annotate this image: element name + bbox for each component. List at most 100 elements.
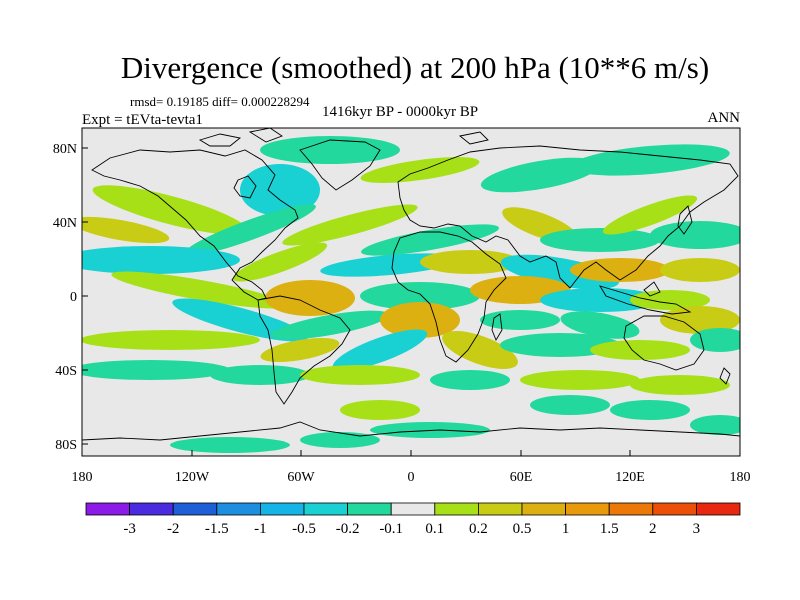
lon-label: 180 <box>72 470 93 485</box>
field-blob <box>111 271 289 309</box>
lat-label: 40S <box>55 364 77 379</box>
field-blob <box>430 370 510 390</box>
colorbar-label: 1.5 <box>600 521 619 537</box>
field-blob <box>540 288 660 312</box>
field-blob <box>660 258 740 282</box>
field-blob <box>690 415 740 435</box>
colorbar-label: -2 <box>167 521 180 537</box>
lon-label: 120E <box>615 470 645 485</box>
colorbar-swatch <box>565 502 610 516</box>
colorbar-swatch <box>129 502 174 516</box>
colorbar-swatch <box>477 502 523 516</box>
colorbar-label: 0.2 <box>469 521 488 537</box>
field-blob <box>82 216 170 244</box>
colorbar-swatch <box>216 502 261 516</box>
field-blob <box>602 195 698 235</box>
colorbar-label: -3 <box>123 521 136 537</box>
field-blob <box>360 282 480 310</box>
lon-label: 180 <box>730 470 751 485</box>
colorbar-swatch <box>652 502 697 516</box>
lat-label: 40N <box>53 216 77 231</box>
field-blob <box>442 331 518 369</box>
field-blob <box>232 242 328 282</box>
coastline-maritime-continent <box>599 281 692 315</box>
field-blob <box>500 254 620 290</box>
field-blob <box>260 136 400 164</box>
colorbar-swatch <box>434 502 479 516</box>
field-blob <box>300 432 380 448</box>
colorbar-label: 3 <box>693 521 701 537</box>
coastline-antarctica <box>82 421 740 441</box>
coastlines <box>82 128 740 441</box>
field-blob <box>480 310 560 330</box>
colorbar-label: -1 <box>254 521 267 537</box>
field-blob <box>650 221 740 249</box>
lat-label: 80N <box>53 142 77 157</box>
field-blob <box>270 310 390 340</box>
field-blob <box>340 400 420 420</box>
coastline-north-america <box>91 149 299 301</box>
coastline-arctic-islands <box>198 128 489 147</box>
colorbar-swatch <box>259 502 305 516</box>
field-blob <box>170 437 290 453</box>
colorbar: -3 -2 -1.5 -1 -0.5 -0.2 -0.1 0.1 0.2 0.5 1 1.5 2 3 <box>85 502 741 537</box>
coastline-south-america <box>257 295 351 405</box>
lat-label: 80S <box>55 438 77 453</box>
colorbar-label: 2 <box>649 521 657 537</box>
colorbar-swatch <box>608 502 654 516</box>
coastline-africa <box>391 231 507 363</box>
colorbar-label: 1 <box>562 521 570 537</box>
field-blob <box>240 164 320 216</box>
period-label: 1416kyr BP - 0000kyr BP <box>322 104 479 120</box>
map-title: Divergence (smoothed) at 200 hPa (10**6 … <box>120 50 710 85</box>
season-label: ANN <box>707 110 741 126</box>
field-blob <box>210 365 310 385</box>
field-blob <box>184 204 316 256</box>
coastline-new-zealand <box>719 367 731 385</box>
colorbar-swatch <box>521 502 566 516</box>
field-blob <box>300 365 420 385</box>
colorbar-label: 0.5 <box>513 521 532 537</box>
coastline-greenland <box>299 139 381 191</box>
field-blob <box>570 144 730 176</box>
field-blob <box>630 375 730 395</box>
field-blob <box>82 246 240 274</box>
colorbar-swatch <box>696 502 741 516</box>
coastline-australia <box>623 315 705 371</box>
field-blob <box>420 250 520 274</box>
colorbar-label: -0.1 <box>379 521 403 537</box>
coastline-eurasia <box>397 145 739 289</box>
field-blob <box>282 204 418 246</box>
coastline-hudson-bay <box>233 175 257 199</box>
field-blob <box>540 228 660 252</box>
map-axes: 80N 40N 0 40S 80S 180 120W 60W 0 60E 120E 180 <box>53 142 751 485</box>
colorbar-label: -0.2 <box>336 521 360 537</box>
colorbar-swatch <box>172 502 218 516</box>
field-blob <box>82 360 230 380</box>
lat-label: 0 <box>70 290 77 305</box>
field-blob <box>332 329 428 371</box>
lon-label: 60E <box>510 470 533 485</box>
field-blob <box>530 395 610 415</box>
field-blob <box>690 328 740 352</box>
colorbar-swatch <box>347 502 392 516</box>
field-blob <box>265 280 355 316</box>
field-blob <box>380 302 460 338</box>
field-blob <box>500 333 620 357</box>
field-blob <box>92 185 248 235</box>
field-blob <box>360 157 480 183</box>
colorbar-label: -0.5 <box>292 521 316 537</box>
lon-label: 120W <box>175 470 210 485</box>
colorbar-swatch <box>303 502 348 516</box>
field-blob <box>590 340 690 360</box>
field-blob <box>260 337 340 363</box>
field-blob <box>570 258 670 282</box>
colorbar-swatch <box>85 502 130 516</box>
colorbar-swatch <box>390 502 436 516</box>
lon-label: 0 <box>408 470 415 485</box>
field-blob <box>520 370 640 390</box>
rmsd-diff-stats: rmsd= 0.19185 diff= 0.000228294 <box>130 94 310 109</box>
coastline-japan <box>677 205 693 235</box>
field-blob <box>610 400 690 420</box>
field-blob <box>370 422 490 438</box>
